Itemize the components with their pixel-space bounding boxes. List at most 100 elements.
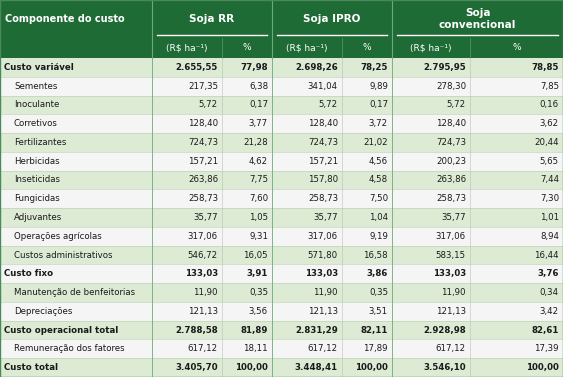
Text: 317,06: 317,06	[436, 232, 466, 241]
Bar	[0, 77, 563, 95]
Bar	[0, 264, 563, 283]
Text: 9,19: 9,19	[369, 232, 388, 241]
Bar	[0, 302, 563, 321]
Text: 2.788,58: 2.788,58	[175, 326, 218, 335]
Text: 5,72: 5,72	[447, 100, 466, 109]
Text: 7,50: 7,50	[369, 194, 388, 203]
Text: 258,73: 258,73	[188, 194, 218, 203]
Text: Fertilizantes: Fertilizantes	[14, 138, 66, 147]
Text: 0,17: 0,17	[249, 100, 268, 109]
Text: 0,35: 0,35	[369, 288, 388, 297]
Text: Operações agrícolas: Operações agrícolas	[14, 232, 102, 241]
Text: 1,04: 1,04	[369, 213, 388, 222]
Text: 546,72: 546,72	[188, 251, 218, 259]
Text: Remuneração dos fatores: Remuneração dos fatores	[14, 344, 124, 353]
Text: 3,76: 3,76	[538, 269, 559, 278]
Text: 17,89: 17,89	[364, 344, 388, 353]
Text: 16,58: 16,58	[363, 251, 388, 259]
Text: Manutenção de benfeitorias: Manutenção de benfeitorias	[14, 288, 135, 297]
Text: (R$ ha⁻¹): (R$ ha⁻¹)	[286, 43, 328, 52]
Text: 200,23: 200,23	[436, 157, 466, 166]
Text: 278,30: 278,30	[436, 82, 466, 90]
Bar	[0, 58, 563, 77]
Text: 21,02: 21,02	[363, 138, 388, 147]
Bar	[0, 170, 563, 189]
Text: 0,34: 0,34	[540, 288, 559, 297]
Bar	[0, 358, 563, 377]
Text: 7,44: 7,44	[540, 175, 559, 184]
Text: 1,01: 1,01	[540, 213, 559, 222]
Text: 724,73: 724,73	[188, 138, 218, 147]
Text: 3,86: 3,86	[367, 269, 388, 278]
Text: 3,72: 3,72	[369, 119, 388, 128]
Text: 121,13: 121,13	[436, 307, 466, 316]
Text: Custo variável: Custo variável	[4, 63, 74, 72]
Text: 4,62: 4,62	[249, 157, 268, 166]
Text: 317,06: 317,06	[188, 232, 218, 241]
Text: 3.546,10: 3.546,10	[423, 363, 466, 372]
Text: 7,75: 7,75	[249, 175, 268, 184]
Text: 81,89: 81,89	[240, 326, 268, 335]
Text: 5,72: 5,72	[319, 100, 338, 109]
Text: 78,85: 78,85	[531, 63, 559, 72]
Text: 9,31: 9,31	[249, 232, 268, 241]
Text: 128,40: 128,40	[188, 119, 218, 128]
Text: 35,77: 35,77	[193, 213, 218, 222]
Text: %: %	[512, 43, 521, 52]
Text: 3,62: 3,62	[540, 119, 559, 128]
Text: 3,91: 3,91	[247, 269, 268, 278]
Bar	[0, 227, 563, 246]
Text: 9,89: 9,89	[369, 82, 388, 90]
Text: 121,13: 121,13	[188, 307, 218, 316]
Text: 0,35: 0,35	[249, 288, 268, 297]
Text: 263,86: 263,86	[436, 175, 466, 184]
Bar	[0, 321, 563, 339]
Text: 217,35: 217,35	[188, 82, 218, 90]
Text: 82,61: 82,61	[531, 326, 559, 335]
Text: 6,38: 6,38	[249, 82, 268, 90]
Text: 7,85: 7,85	[540, 82, 559, 90]
Text: 18,11: 18,11	[243, 344, 268, 353]
Text: 0,16: 0,16	[540, 100, 559, 109]
Text: 5,65: 5,65	[540, 157, 559, 166]
Text: 21,28: 21,28	[243, 138, 268, 147]
Text: 3,42: 3,42	[540, 307, 559, 316]
Text: 133,03: 133,03	[433, 269, 466, 278]
Text: Corretivos: Corretivos	[14, 119, 58, 128]
Text: 263,86: 263,86	[188, 175, 218, 184]
Text: 20,44: 20,44	[534, 138, 559, 147]
Text: 78,25: 78,25	[361, 63, 388, 72]
Text: Soja RR: Soja RR	[189, 14, 235, 24]
Text: 16,05: 16,05	[243, 251, 268, 259]
Text: 133,03: 133,03	[305, 269, 338, 278]
Text: Inseticidas: Inseticidas	[14, 175, 60, 184]
Bar	[0, 283, 563, 302]
Text: 3.405,70: 3.405,70	[176, 363, 218, 372]
Text: Componente do custo: Componente do custo	[5, 14, 124, 24]
Text: 3.448,41: 3.448,41	[295, 363, 338, 372]
Text: 35,77: 35,77	[441, 213, 466, 222]
Bar	[0, 0, 563, 38]
Text: 0,17: 0,17	[369, 100, 388, 109]
Text: 724,73: 724,73	[308, 138, 338, 147]
Text: 16,44: 16,44	[534, 251, 559, 259]
Text: 724,73: 724,73	[436, 138, 466, 147]
Text: 317,06: 317,06	[308, 232, 338, 241]
Text: 121,13: 121,13	[308, 307, 338, 316]
Bar	[0, 133, 563, 152]
Text: 157,21: 157,21	[188, 157, 218, 166]
Text: 583,15: 583,15	[436, 251, 466, 259]
Text: 2.795,95: 2.795,95	[423, 63, 466, 72]
Bar	[0, 38, 563, 58]
Bar	[0, 189, 563, 208]
Text: 128,40: 128,40	[308, 119, 338, 128]
Text: 3,77: 3,77	[249, 119, 268, 128]
Text: 2.831,29: 2.831,29	[295, 326, 338, 335]
Text: 11,90: 11,90	[194, 288, 218, 297]
Text: 258,73: 258,73	[308, 194, 338, 203]
Text: (R$ ha⁻¹): (R$ ha⁻¹)	[166, 43, 208, 52]
Text: 100,00: 100,00	[235, 363, 268, 372]
Bar	[0, 208, 563, 227]
Text: 157,21: 157,21	[308, 157, 338, 166]
Bar	[0, 95, 563, 114]
